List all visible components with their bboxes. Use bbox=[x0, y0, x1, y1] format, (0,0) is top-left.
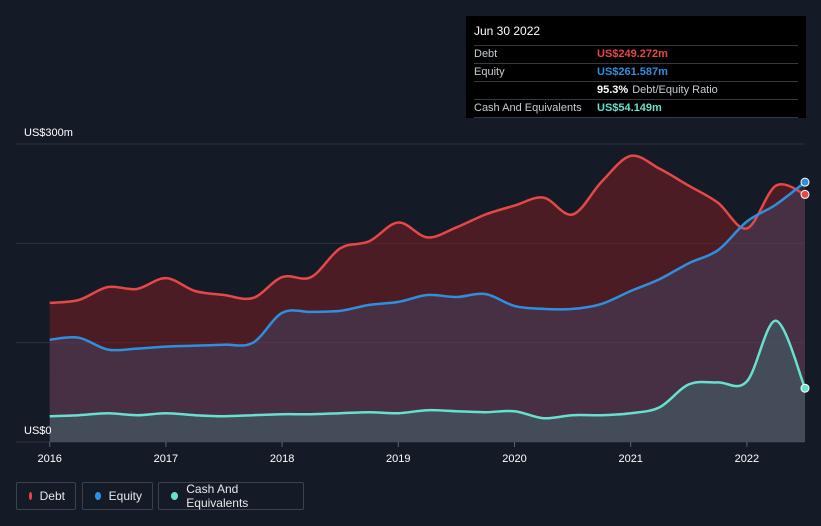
cash-legend-dot-icon bbox=[171, 492, 179, 500]
tooltip-debt-value: US$249.272m bbox=[597, 48, 668, 60]
x-tick-label: 2018 bbox=[270, 453, 294, 465]
tooltip-equity-value: US$261.587m bbox=[597, 66, 668, 78]
legend-debt-label: Debt bbox=[39, 489, 65, 503]
cash-area bbox=[49, 320, 806, 442]
tooltip-cash-label: Cash And Equivalents bbox=[474, 102, 582, 114]
data-tooltip: Jun 30 2022 Debt US$249.272m Equity US$2… bbox=[466, 16, 806, 118]
x-tick-label: 2022 bbox=[735, 453, 759, 465]
x-tick-label: 2016 bbox=[37, 453, 61, 465]
x-tick-label: 2017 bbox=[154, 453, 178, 465]
equity-area bbox=[49, 182, 806, 442]
cash-end-marker bbox=[800, 383, 810, 393]
tooltip-cash-value: US$54.149m bbox=[597, 102, 662, 114]
legend-item-equity[interactable]: Equity bbox=[82, 482, 153, 510]
debt-area bbox=[49, 155, 806, 442]
x-axis: 2016 2017 2018 2019 2020 2021 2022 bbox=[37, 442, 759, 465]
tooltip-row-equity: Equity US$261.587m bbox=[474, 64, 798, 82]
y-axis: US$300m US$0 bbox=[24, 127, 73, 437]
tooltip-debt-label: Debt bbox=[474, 48, 498, 60]
tooltip-date: Jun 30 2022 bbox=[474, 23, 798, 46]
series-lines bbox=[49, 154, 807, 420]
equity-end-marker bbox=[800, 177, 810, 187]
debt-line bbox=[49, 154, 806, 305]
equity-line bbox=[49, 181, 806, 352]
series-areas bbox=[49, 155, 806, 442]
tooltip-ratio-label: Debt/Equity Ratio bbox=[632, 84, 718, 96]
legend-item-debt[interactable]: Debt bbox=[16, 482, 76, 510]
x-tick-label: 2020 bbox=[502, 453, 526, 465]
tooltip-row-debt: Debt US$249.272m bbox=[474, 46, 798, 64]
x-tick-label: 2021 bbox=[618, 453, 642, 465]
tooltip-ratio-value: 95.3% bbox=[597, 84, 629, 96]
debt-legend-dot-icon bbox=[29, 492, 32, 500]
y-tick-label: US$300m bbox=[24, 127, 73, 139]
tooltip-row-cash: Cash And Equivalents US$54.149m bbox=[474, 100, 798, 118]
y-tick-label: US$0 bbox=[24, 425, 52, 437]
legend-cash-label: Cash And Equivalents bbox=[186, 482, 249, 510]
x-tick-label: 2019 bbox=[386, 453, 410, 465]
tooltip-equity-label: Equity bbox=[474, 66, 505, 78]
cash-line bbox=[49, 319, 807, 420]
debt-end-marker bbox=[800, 189, 810, 199]
tooltip-row-ratio: 95.3% Debt/Equity Ratio bbox=[474, 82, 798, 100]
series-end-markers bbox=[800, 177, 810, 393]
legend-item-cash[interactable]: Cash And Equivalents bbox=[158, 482, 304, 510]
legend-equity-label: Equity bbox=[108, 489, 142, 503]
equity-legend-dot-icon bbox=[95, 492, 101, 500]
